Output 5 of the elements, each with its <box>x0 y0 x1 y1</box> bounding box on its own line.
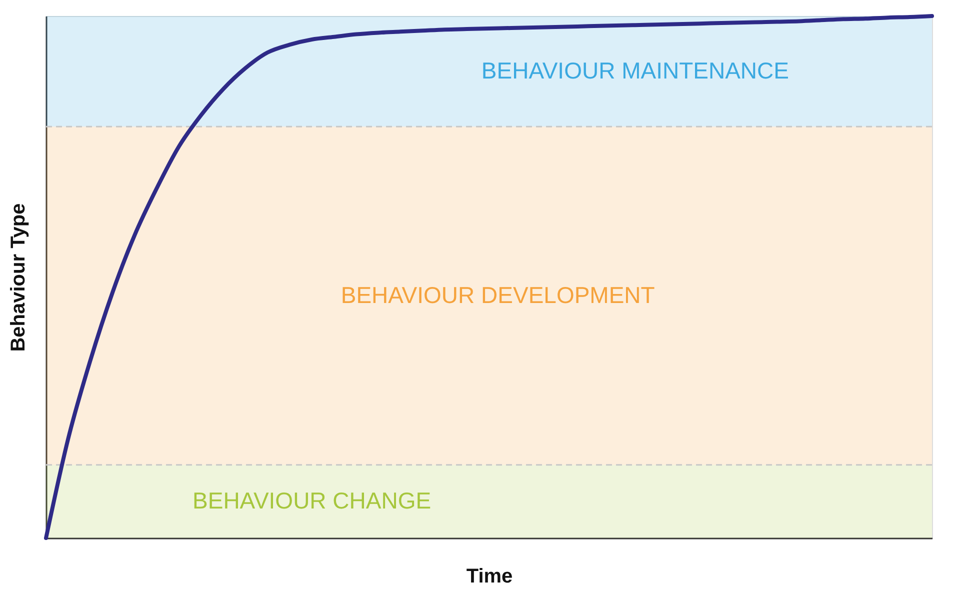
y-axis-title: Behaviour Type <box>8 203 30 352</box>
band-label: BEHAVIOUR DEVELOPMENT <box>340 282 655 308</box>
x-axis-title: Time <box>466 566 513 588</box>
band-label: BEHAVIOUR CHANGE <box>192 487 432 514</box>
band-label: BEHAVIOUR MAINTENANCE <box>481 57 789 84</box>
